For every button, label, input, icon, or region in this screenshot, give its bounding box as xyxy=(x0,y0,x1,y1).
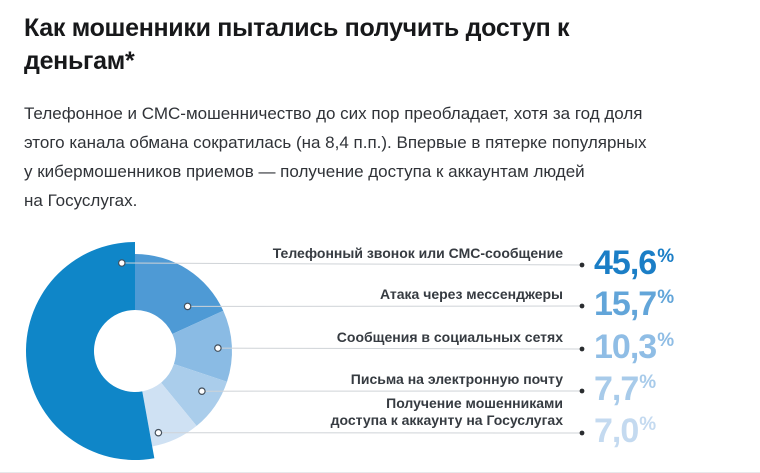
slice-label: Письма на электронную почту xyxy=(350,371,563,387)
leader-line xyxy=(217,347,583,350)
percent-sign: % xyxy=(639,372,657,393)
percent-sign: % xyxy=(657,287,675,308)
leader-end-dot xyxy=(579,430,585,436)
leader-end-dot xyxy=(579,388,585,394)
slice-marker xyxy=(198,387,206,396)
slice-marker xyxy=(214,344,222,352)
slice-value: 10,3% xyxy=(594,324,674,364)
slice-label: Получение мошенниками доступа к аккаунту… xyxy=(330,395,563,428)
slice-value-number: 45,6 xyxy=(594,244,657,282)
slice-value-number: 15,7 xyxy=(594,285,657,323)
slice-value-number: 10,3 xyxy=(594,328,657,366)
slice-marker xyxy=(118,259,126,267)
percent-sign: % xyxy=(657,330,675,351)
slice-marker xyxy=(154,428,163,437)
slice-value: 7,0% xyxy=(594,408,656,448)
slice-label: Сообщения в социальных сетях xyxy=(336,329,563,345)
slice-value: 15,7% xyxy=(594,281,674,321)
slice-value-number: 7,7 xyxy=(594,370,639,408)
slice-marker xyxy=(183,302,192,311)
intro-text: Телефонное и СМС-мошенничество до сих по… xyxy=(24,104,647,210)
slice-label: Атака через мессенджеры xyxy=(379,286,563,302)
donut-slice xyxy=(172,310,233,382)
slice-value: 7,7% xyxy=(594,366,656,406)
leader-end-dot xyxy=(579,262,585,268)
donut-chart xyxy=(25,242,585,461)
leader-end-dot xyxy=(579,303,585,309)
donut-slice xyxy=(161,363,228,426)
percent-sign: % xyxy=(639,414,657,435)
slice-value: 45,6% xyxy=(594,240,674,280)
slice-value-number: 7,0 xyxy=(594,412,639,450)
page-title: Как мошенники пытались получить доступ к… xyxy=(24,14,570,75)
donut-slice xyxy=(135,254,224,334)
leader-end-dot xyxy=(579,346,585,352)
slice-label: Телефонный звонок или СМС-сообщение xyxy=(272,245,563,261)
leader-line xyxy=(121,262,583,266)
donut-slice xyxy=(25,242,155,461)
percent-sign: % xyxy=(657,246,675,267)
